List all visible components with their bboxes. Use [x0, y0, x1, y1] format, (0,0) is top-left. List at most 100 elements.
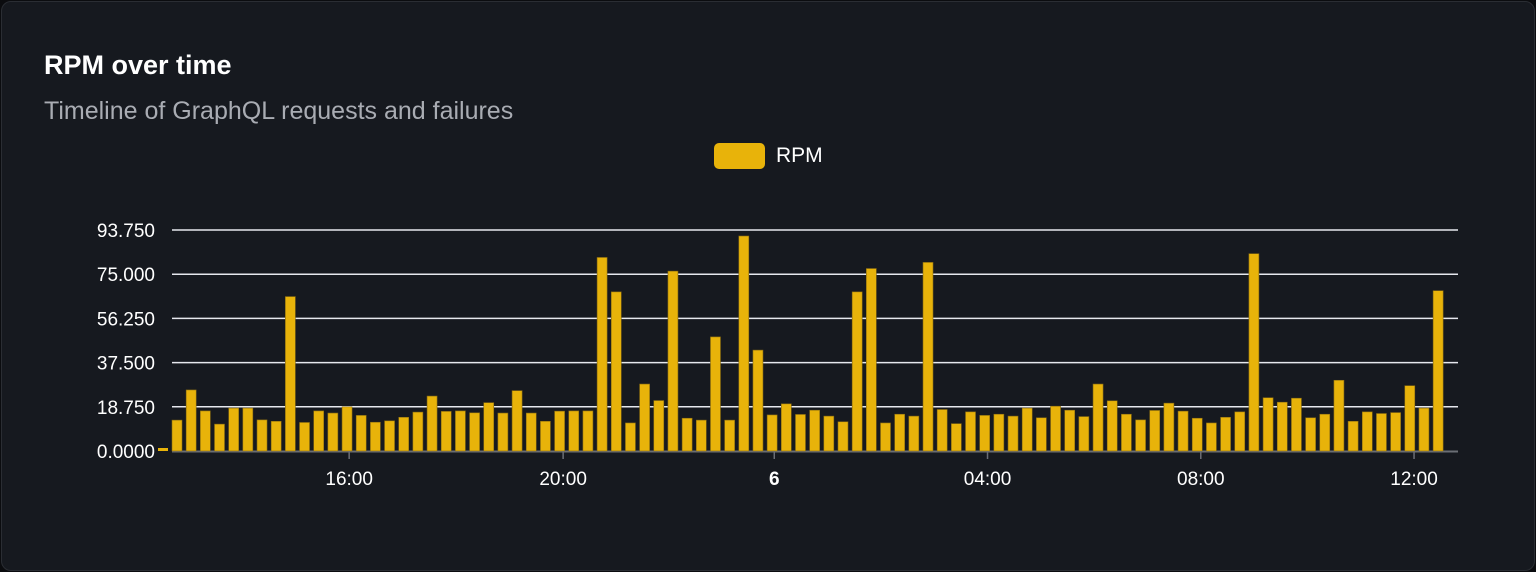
bar — [1319, 413, 1331, 452]
legend-swatch — [714, 143, 765, 169]
bar — [370, 421, 381, 452]
bar — [965, 411, 976, 452]
bar — [1347, 420, 1359, 452]
bar — [823, 415, 835, 452]
bar — [625, 422, 636, 452]
bar — [752, 349, 764, 452]
x-tick-label: 08:00 — [1177, 469, 1225, 490]
bar — [426, 395, 438, 452]
bar — [200, 410, 211, 452]
bar — [228, 407, 239, 452]
bar — [1404, 385, 1416, 452]
bar — [1234, 411, 1246, 452]
bar — [1432, 290, 1444, 452]
bar — [327, 412, 339, 452]
bar — [242, 407, 254, 452]
x-tick-label: 04:00 — [964, 469, 1012, 490]
bar — [270, 420, 282, 452]
bar — [993, 413, 1005, 452]
bar — [724, 419, 735, 452]
y-tick-label: 56.250 — [97, 309, 155, 330]
bar — [256, 419, 268, 452]
bar — [1305, 417, 1316, 452]
bar — [979, 415, 990, 452]
bar — [809, 409, 820, 452]
bar — [936, 409, 948, 452]
bar — [525, 412, 537, 452]
bar — [880, 422, 891, 452]
bar — [455, 410, 466, 452]
bar — [951, 423, 962, 452]
bar — [1361, 411, 1373, 452]
chart-title: RPM over time — [44, 50, 232, 80]
y-tick-label: 75.000 — [97, 265, 155, 286]
bar — [1149, 410, 1161, 452]
bar — [837, 421, 849, 452]
bar — [214, 423, 225, 452]
bar — [894, 413, 905, 452]
bar — [781, 403, 792, 452]
legend-item-rpm[interactable]: RPM — [714, 143, 823, 169]
bar — [1007, 415, 1019, 452]
bar — [171, 419, 183, 452]
bar — [412, 411, 424, 452]
bar — [469, 412, 480, 452]
bar — [1092, 383, 1104, 452]
bar — [1206, 422, 1217, 452]
bar — [440, 411, 452, 452]
bar — [738, 235, 750, 452]
bar — [1191, 417, 1203, 452]
bar — [1135, 419, 1146, 452]
bar — [667, 270, 679, 452]
bar — [511, 390, 523, 452]
bar — [795, 414, 806, 452]
bar — [681, 417, 693, 452]
bar — [866, 268, 877, 452]
y-tick-label: 0.0000 — [97, 442, 155, 463]
bar — [1036, 417, 1047, 452]
bar — [1248, 253, 1260, 452]
bar — [1291, 397, 1302, 452]
bar — [355, 415, 367, 452]
bar — [653, 400, 665, 452]
bar — [582, 410, 594, 452]
bar — [540, 420, 551, 452]
bar — [497, 412, 509, 452]
bar — [695, 419, 707, 452]
bar — [483, 402, 495, 452]
chart-subtitle: Timeline of GraphQL requests and failure… — [44, 97, 514, 125]
bar — [185, 389, 197, 452]
bar — [285, 296, 296, 452]
y-tick-label: 37.500 — [97, 354, 155, 375]
bar — [1021, 407, 1033, 452]
bar — [851, 291, 863, 452]
bar — [1390, 412, 1401, 452]
bar — [299, 422, 310, 452]
legend-label: RPM — [776, 144, 823, 167]
bar — [1106, 400, 1118, 452]
bar — [1262, 397, 1274, 452]
y-tick-label: 93.750 — [97, 221, 155, 242]
bar — [554, 410, 565, 452]
bar — [1376, 413, 1387, 452]
bar — [1078, 416, 1090, 452]
bar — [1121, 413, 1132, 452]
bar — [596, 257, 608, 452]
bar — [398, 416, 410, 452]
bar — [1220, 416, 1231, 452]
x-tick-label: 6 — [769, 469, 780, 490]
bar — [1418, 407, 1430, 452]
bar — [710, 336, 721, 452]
bar — [1050, 405, 1061, 452]
x-tick-label: 20:00 — [539, 469, 587, 490]
bar — [766, 414, 778, 452]
bar — [1333, 379, 1345, 452]
bar — [1177, 410, 1189, 452]
bar — [610, 291, 622, 452]
bar — [568, 410, 580, 452]
bar — [1163, 402, 1175, 452]
y-tick-label: 18.750 — [97, 398, 155, 419]
bar — [341, 406, 353, 452]
